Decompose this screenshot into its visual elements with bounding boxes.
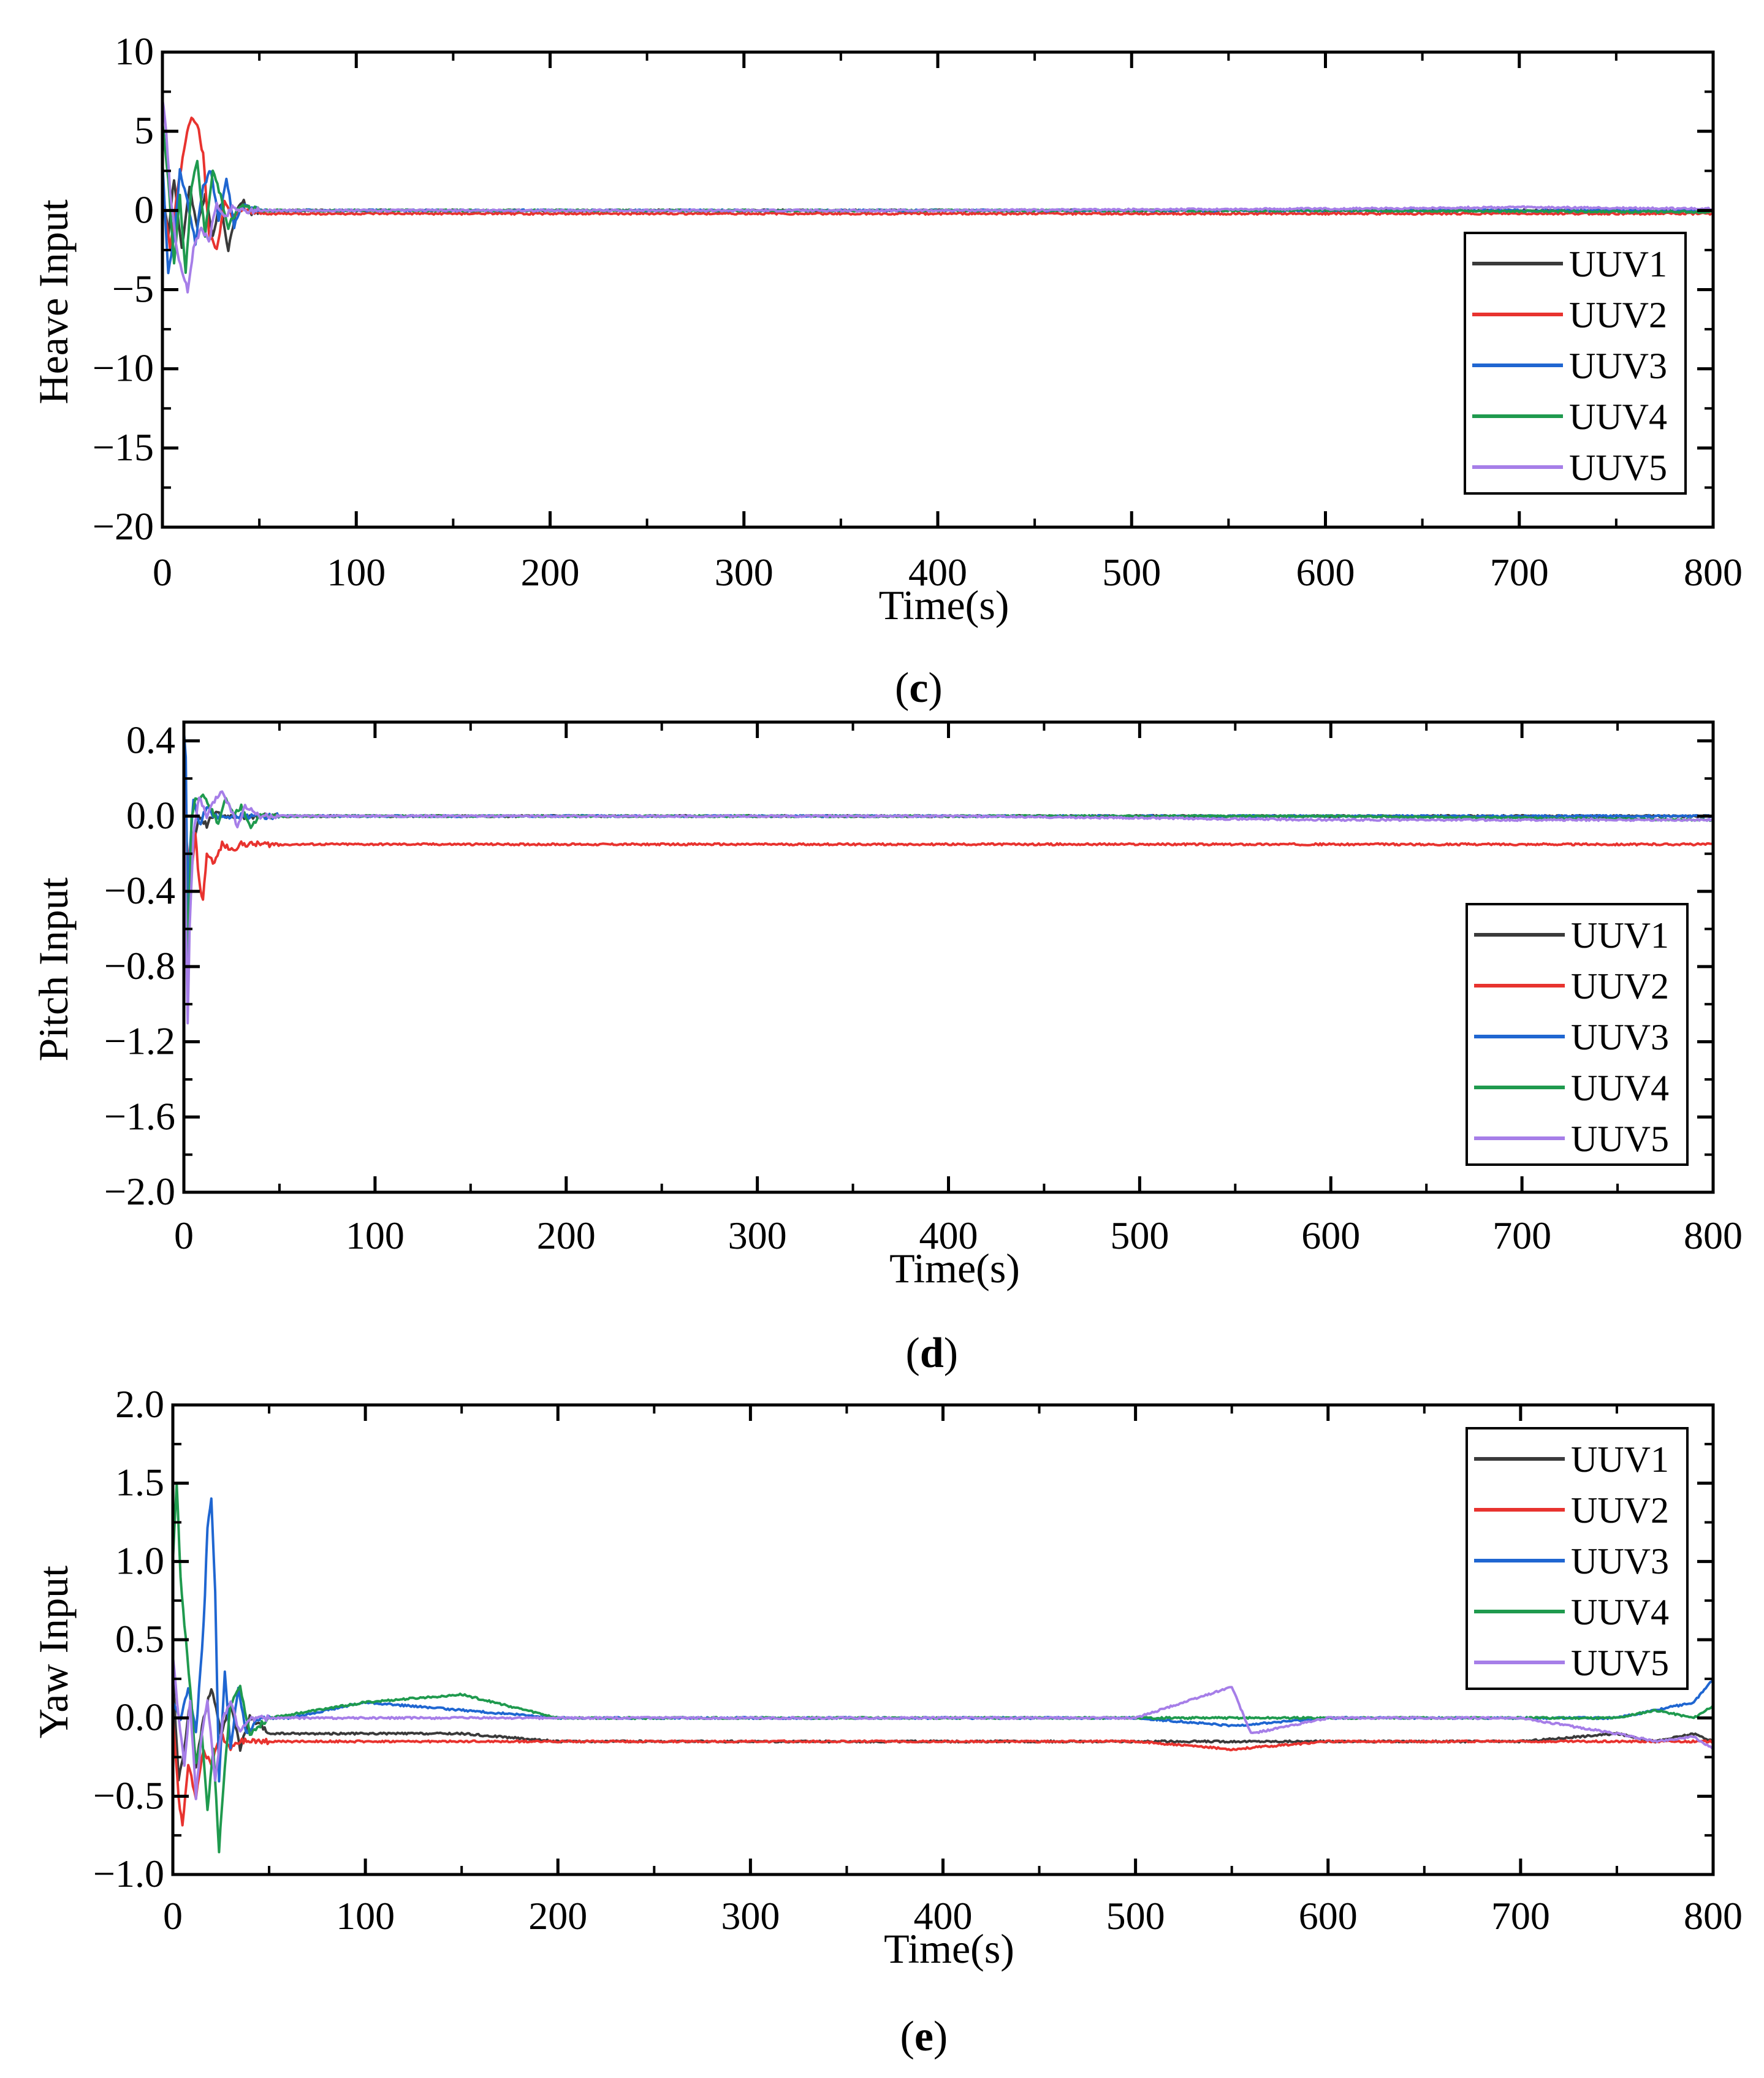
y-tick-label: −1.2: [104, 1019, 175, 1063]
x-axis-label: Time(s): [889, 1245, 1020, 1292]
legend: UUV1 UUV2 UUV3 UUV4 UUV5: [1466, 903, 1689, 1166]
chart-panel-e: 0 100 200 300 400 500 600 700 800 2.0 1.5 1.0 0.5 0.0…: [30, 1382, 1743, 2060]
chart-panel-d: 0 100 200 300 400 500 600 700 800 0.4 0.0 −0.4 −0.8 −…: [30, 718, 1743, 1377]
y-tick-label: −0.4: [104, 869, 175, 912]
y-tick-label: −1.6: [104, 1094, 175, 1138]
x-tick-label: 700: [1492, 1214, 1551, 1257]
y-tick-label: 0.0: [115, 1696, 164, 1739]
legend-label: UUV2: [1571, 1490, 1669, 1531]
legend-label: UUV2: [1571, 966, 1669, 1007]
x-tick-label: 200: [537, 1214, 596, 1257]
legend-label: UUV4: [1571, 1592, 1669, 1632]
y-tick-label: 0.0: [126, 793, 175, 837]
x-axis-label: Time(s): [879, 582, 1009, 628]
panel-caption-letter: c: [909, 664, 928, 712]
y-tick-label: −20: [93, 504, 154, 548]
x-tick-label: 200: [528, 1894, 587, 1938]
x-tick-label: 400: [919, 1214, 978, 1257]
y-tick-label: 1.0: [115, 1539, 164, 1582]
legend-label: UUV5: [1571, 1643, 1669, 1683]
x-tick-label: 600: [1299, 1894, 1358, 1938]
series-line-UUV5: [173, 1656, 1713, 1800]
x-axis-label: Time(s): [884, 1925, 1014, 1972]
x-tick-label: 800: [1684, 550, 1743, 594]
y-axis-label: Pitch Input: [30, 877, 77, 1061]
series-line-UUV2: [162, 116, 1713, 252]
legend-box: [1466, 903, 1689, 1166]
series-line-UUV2: [173, 1716, 1713, 1827]
x-tick-label: 400: [908, 550, 967, 594]
x-tick-label: 800: [1684, 1894, 1743, 1938]
series-line-UUV5: [184, 760, 1713, 1025]
x-tick-label: 500: [1102, 550, 1161, 594]
series-group: [184, 730, 1713, 1025]
y-tick-label: −0.8: [104, 944, 175, 988]
legend-label: UUV4: [1569, 397, 1667, 437]
x-tick-label: 700: [1491, 1894, 1550, 1938]
y-tick-label: −1.0: [93, 1852, 164, 1895]
series-line-UUV2: [184, 814, 1713, 901]
legend-label: UUV5: [1571, 1119, 1669, 1159]
x-tick-label: 200: [521, 550, 580, 594]
y-tick-label: −10: [93, 346, 154, 390]
y-tick-label: 0: [134, 188, 154, 231]
chart-panel-c: 0 100 200 300 400 500 600 700 800 10 5 0 −5 −10 −15 −20…: [30, 29, 1743, 712]
legend-label: UUV4: [1571, 1068, 1669, 1108]
panel-caption: (e): [900, 2013, 948, 2060]
y-tick-label: −15: [93, 425, 154, 469]
y-tick-label: 1.5: [115, 1461, 164, 1504]
y-tick-label: 0.5: [115, 1617, 164, 1661]
y-tick-label: 2.0: [115, 1382, 164, 1426]
y-axis-label: Yaw Input: [30, 1566, 77, 1738]
y-tick-label: −2.0: [104, 1170, 175, 1213]
x-tick-label: 500: [1110, 1214, 1169, 1257]
legend-label: UUV1: [1571, 1439, 1669, 1480]
legend-box: [1464, 232, 1687, 495]
x-tick-label: 700: [1490, 550, 1549, 594]
y-axis-label: Heave Input: [30, 199, 77, 404]
panel-caption: (d): [906, 1330, 959, 1377]
x-tick-label: 0: [153, 550, 172, 594]
x-tick-label: 300: [715, 550, 774, 594]
y-tick-label: −0.5: [93, 1773, 164, 1817]
legend: UUV1 UUV2 UUV3 UUV4 UUV5: [1464, 232, 1687, 495]
series-line-UUV3: [184, 730, 1713, 928]
legend-label: UUV5: [1569, 447, 1667, 488]
x-tick-label: 100: [336, 1894, 395, 1938]
y-tick-label: 5: [134, 108, 154, 152]
series-group: [162, 99, 1713, 294]
legend: UUV1 UUV2 UUV3 UUV4 UUV5: [1466, 1427, 1689, 1690]
legend-label: UUV2: [1569, 295, 1667, 335]
series-line-UUV5: [162, 99, 1713, 294]
panel-caption-letter: d: [920, 1330, 944, 1377]
panel-caption-letter: e: [914, 2013, 933, 2060]
legend-label: UUV3: [1571, 1017, 1669, 1057]
x-tick-label: 100: [327, 550, 386, 594]
y-tick-label: 10: [115, 29, 154, 73]
x-tick-label: 500: [1106, 1894, 1165, 1938]
legend-box: [1466, 1427, 1689, 1690]
y-tick-label: 0.4: [126, 718, 175, 762]
x-tick-label: 800: [1684, 1214, 1743, 1257]
legend-label: UUV3: [1571, 1541, 1669, 1581]
series-group: [173, 1482, 1713, 1854]
panel-caption: (c): [895, 664, 943, 712]
y-tick-label: −5: [112, 267, 154, 311]
x-tick-label: 400: [914, 1894, 973, 1938]
x-tick-label: 0: [163, 1894, 183, 1938]
x-tick-label: 300: [721, 1894, 780, 1938]
legend-label: UUV3: [1569, 346, 1667, 386]
x-tick-label: 600: [1301, 1214, 1360, 1257]
x-tick-label: 300: [728, 1214, 787, 1257]
legend-label: UUV1: [1569, 244, 1667, 284]
legend-label: UUV1: [1571, 915, 1669, 956]
x-tick-label: 100: [346, 1214, 405, 1257]
x-tick-label: 0: [174, 1214, 194, 1257]
x-tick-label: 600: [1296, 550, 1355, 594]
